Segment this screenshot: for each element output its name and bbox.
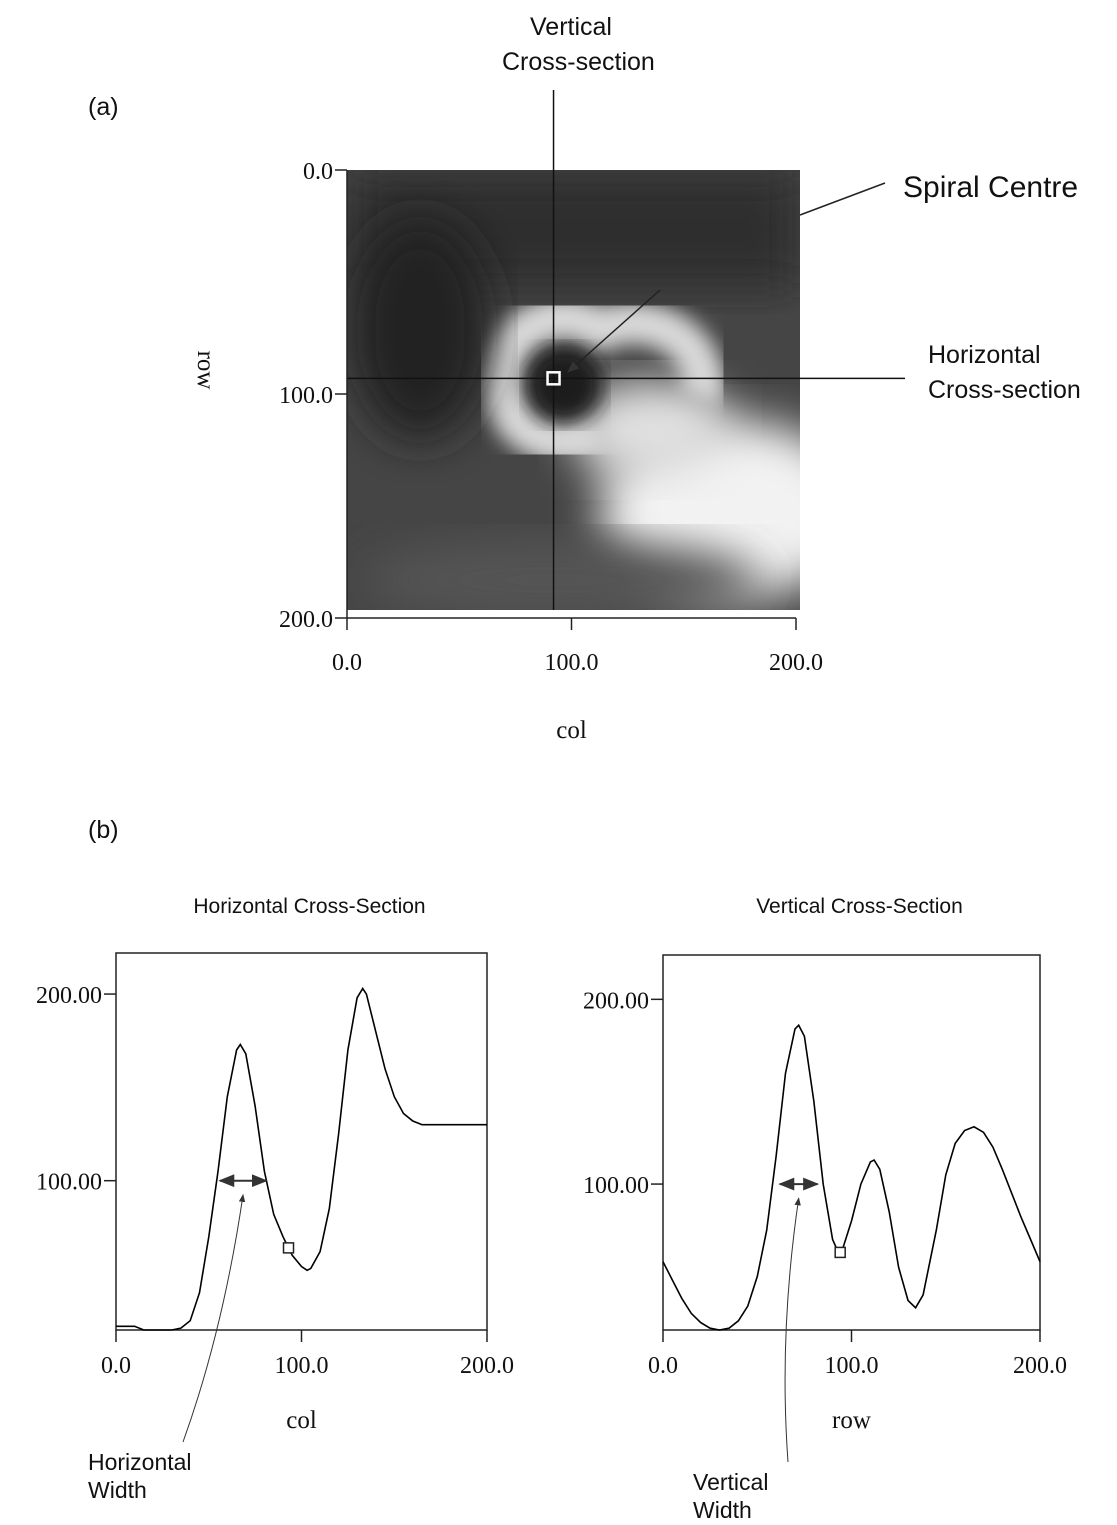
y-tick-label: 100.00 xyxy=(36,1170,102,1196)
chart-title: Vertical Cross-Section xyxy=(756,895,963,918)
x-tick-label: 200.0 xyxy=(1013,1353,1067,1379)
annotation: Horizontal xyxy=(928,341,1041,369)
panel-label: (b) xyxy=(88,816,119,844)
x-tick-label: 0.0 xyxy=(332,650,362,676)
panel-label: (a) xyxy=(88,93,119,121)
plot-frame xyxy=(663,955,1040,1330)
x-tick-label: 0.0 xyxy=(648,1353,678,1379)
leader-line xyxy=(800,183,885,215)
width-label: Vertical xyxy=(693,1469,768,1495)
width-label: Width xyxy=(88,1477,147,1503)
annotation: Cross-section xyxy=(928,376,1081,404)
x-tick-label: 200.0 xyxy=(769,650,823,676)
plot-frame xyxy=(116,953,487,1330)
x-tick-label: 100.0 xyxy=(275,1353,329,1379)
annotation: Spiral Centre xyxy=(903,171,1078,204)
chart-title: Horizontal Cross-Section xyxy=(193,895,425,918)
x-tick-label: 100.0 xyxy=(825,1353,879,1379)
annotation: Vertical xyxy=(530,13,612,41)
x-tick-label: 200.0 xyxy=(460,1353,514,1379)
x-tick-label: 0.0 xyxy=(101,1353,131,1379)
x-tick-label: 100.0 xyxy=(545,650,599,676)
y-tick-label: 0.0 xyxy=(303,159,333,185)
figure: (a) (b) Vertical Cross-section Spiral Ce… xyxy=(0,0,1117,1525)
leader-line xyxy=(183,1195,243,1442)
annotation: Cross-section xyxy=(502,48,655,76)
centre-marker xyxy=(284,1243,294,1253)
x-axis-label: row xyxy=(832,1407,871,1434)
y-tick-label: 100.0 xyxy=(279,383,333,409)
y-tick-label: 200.0 xyxy=(279,607,333,633)
width-label: Width xyxy=(693,1497,752,1523)
x-axis-label: col xyxy=(556,717,587,744)
y-tick-label: 200.00 xyxy=(36,983,102,1009)
y-tick-label: 200.00 xyxy=(583,988,649,1014)
centre-marker xyxy=(835,1247,845,1257)
x-axis-label: col xyxy=(286,1407,317,1434)
y-axis-label: row xyxy=(192,351,219,390)
width-label: Horizontal xyxy=(88,1449,192,1475)
y-tick-label: 100.00 xyxy=(583,1173,649,1199)
cross-section-line xyxy=(116,989,487,1331)
cross-section-line xyxy=(663,1025,1040,1330)
spiral-image xyxy=(347,170,860,620)
